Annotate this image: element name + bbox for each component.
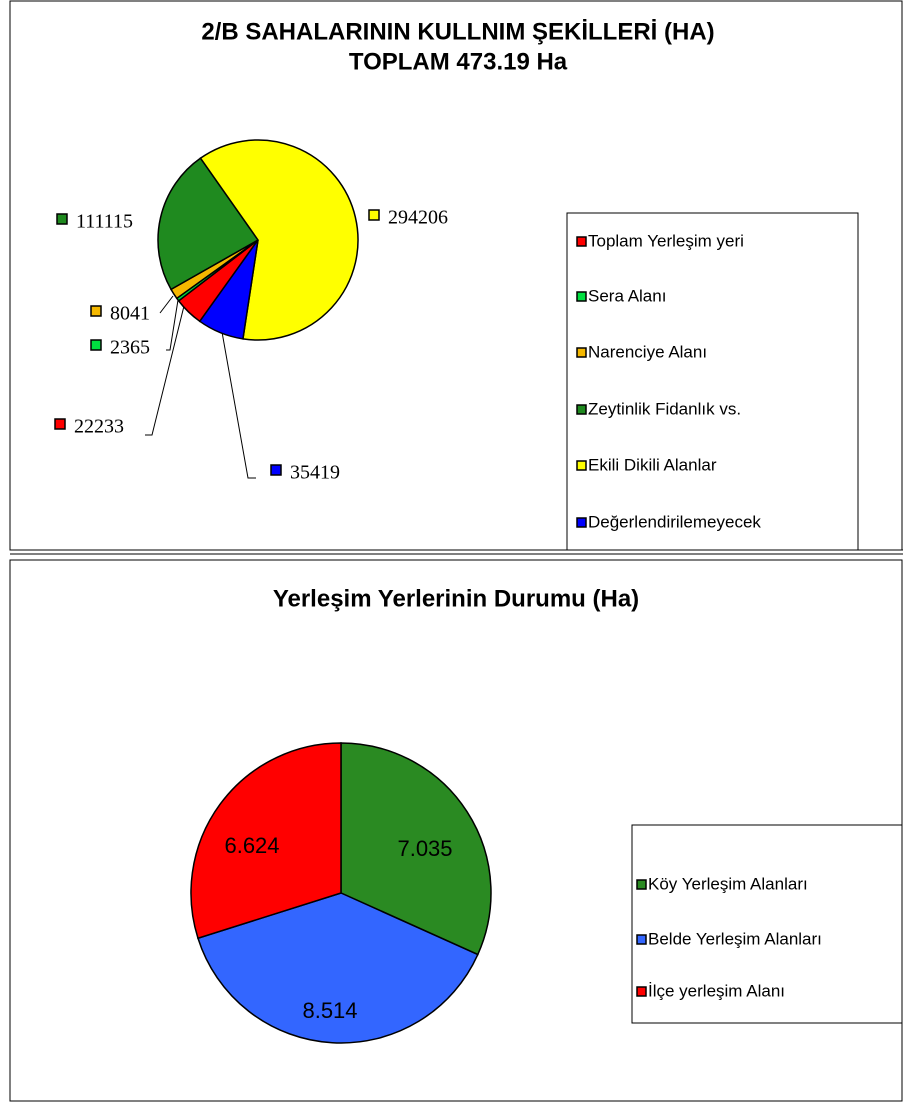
label-swatch [90, 305, 102, 317]
legend-label: Narenciye Alanı [588, 342, 707, 361]
data-label: 8041 [110, 303, 150, 325]
data-label: 111115 [76, 211, 133, 233]
legend-swatch [576, 404, 587, 415]
legend-swatch [576, 460, 587, 471]
data-label: 7.035 [397, 836, 452, 861]
legend-swatch [576, 291, 587, 302]
leader-line [159, 295, 174, 314]
legend-label: Belde Yerleşim Alanları [648, 929, 822, 948]
label-swatch [270, 464, 282, 476]
legend-label: Değerlendirilemeyecek [588, 512, 761, 531]
legend-label: Sera Alanı [588, 286, 666, 305]
leader-line [166, 299, 179, 351]
legend-box [566, 212, 859, 551]
leader-line [145, 305, 185, 436]
legend-label: İlçe yerleşim Alanı [648, 981, 785, 1000]
legend-box [631, 824, 903, 1024]
pie-slice [199, 139, 359, 341]
label-swatch [90, 339, 102, 351]
label-swatch [368, 209, 380, 221]
data-label: 8.514 [302, 998, 357, 1023]
legend-swatch [576, 236, 587, 247]
pie-slice [157, 157, 260, 291]
legend-swatch [636, 879, 647, 890]
legend-swatch [576, 347, 587, 358]
pie-slice [340, 742, 492, 956]
data-label: 294206 [388, 207, 448, 229]
data-label: 2365 [110, 337, 150, 359]
chart-title: 2/B SAHALARININ KULLNIM ŞEKİLLERİ (HA) [201, 18, 714, 45]
legend-swatch [636, 986, 647, 997]
legend-label: Ekili Dikili Alanlar [588, 455, 717, 474]
data-label: 35419 [290, 462, 340, 484]
pie-slice [198, 239, 259, 340]
label-swatch [54, 418, 66, 430]
pie-slice [190, 742, 342, 940]
legend-swatch [576, 517, 587, 528]
pie-slice [197, 892, 479, 1044]
legend-label: Zeytinlik Fidanlık vs. [588, 399, 741, 418]
leader-line [221, 331, 256, 479]
data-label: 22233 [74, 416, 124, 438]
chart-title: Yerleşim Yerlerinin Durumu (Ha) [273, 585, 639, 612]
chart-subtitle: TOPLAM 473.19 Ha [349, 48, 568, 75]
legend-label: Köy Yerleşim Alanları [648, 874, 808, 893]
data-label: 6.624 [224, 833, 279, 858]
legend-label: Toplam Yerleşim yeri [588, 231, 744, 250]
label-swatch [56, 213, 68, 225]
legend-swatch [636, 934, 647, 945]
